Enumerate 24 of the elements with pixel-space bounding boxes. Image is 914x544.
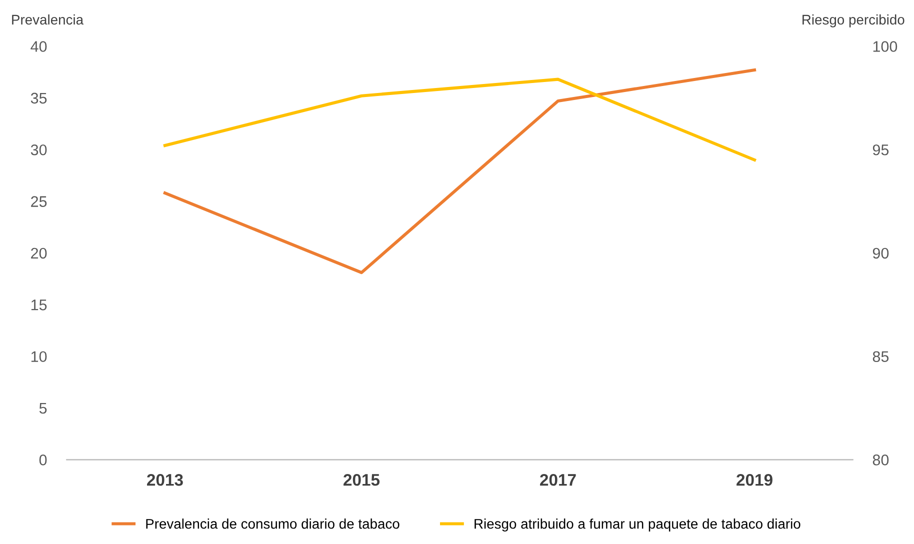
y-tick-label: 10 [31,351,47,362]
line-series [163,68,756,274]
y-tick-label: 35 [30,92,47,104]
x-tick-label: 2017 [540,474,576,486]
y-tick-label: 15 [31,300,47,310]
y2-tick-label: 95 [872,144,889,156]
x-tick-label: 2013 [147,474,183,486]
y-tick-label: 0 [39,454,47,466]
y-tick-label: 5 [39,403,47,414]
legend-label: Prevalencia de consumo diario de tabaco [146,518,400,529]
y-tick-label: 40 [30,41,47,52]
legend-label: Riesgo atribuido a fumar un paquete de tabaco diario [474,518,800,532]
x-tick-label: 2015 [344,474,380,486]
y2-tick-label: 90 [872,248,889,259]
y-axis-title: Prevalencia [12,14,84,25]
line-series [163,78,756,162]
y2-tick-label: 85 [872,351,889,362]
x-tick-label: 2019 [736,474,772,486]
y2-axis-title: Riesgo percibido [802,14,904,28]
y2-tick-label: 80 [872,454,889,466]
y-tick-label: 30 [30,144,47,156]
y-tick-label: 20 [31,248,47,259]
y2-tick-label: 100 [873,41,898,52]
y-tick-label: 25 [31,196,47,207]
